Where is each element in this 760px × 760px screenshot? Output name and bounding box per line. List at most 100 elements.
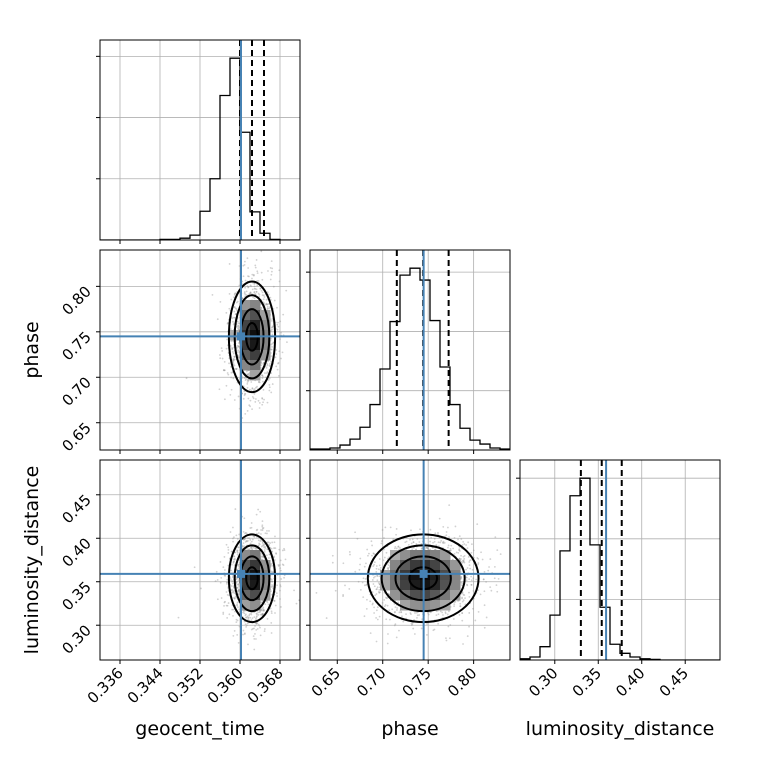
sample-point bbox=[238, 584, 240, 587]
sample-point bbox=[462, 559, 465, 562]
sample-point bbox=[251, 387, 254, 390]
sample-point bbox=[232, 540, 234, 543]
sample-point bbox=[475, 578, 478, 581]
sample-point bbox=[254, 398, 257, 400]
sample-point bbox=[232, 359, 234, 362]
sample-point bbox=[236, 601, 239, 604]
sample-point bbox=[258, 624, 261, 627]
sample-point bbox=[256, 615, 258, 617]
sample-point bbox=[270, 348, 273, 351]
sample-point bbox=[466, 584, 469, 587]
sample-point bbox=[274, 604, 277, 607]
sample-point bbox=[461, 619, 464, 622]
sample-point bbox=[268, 364, 271, 367]
sample-point bbox=[244, 623, 247, 626]
sample-point bbox=[234, 316, 236, 319]
sample-point bbox=[257, 381, 260, 384]
sample-point bbox=[252, 273, 255, 276]
sample-point bbox=[225, 311, 228, 314]
sample-point bbox=[364, 578, 367, 580]
sample-point bbox=[365, 562, 367, 565]
sample-point bbox=[380, 542, 383, 545]
sample-point bbox=[232, 526, 234, 529]
sample-point bbox=[233, 355, 236, 358]
sample-point bbox=[263, 543, 266, 546]
sample-point bbox=[253, 547, 255, 549]
sample-point bbox=[261, 609, 263, 612]
sample-point bbox=[444, 612, 447, 615]
sample-point bbox=[270, 360, 273, 363]
sample-point bbox=[261, 540, 264, 543]
sample-point bbox=[610, 557, 612, 559]
sample-point bbox=[244, 614, 247, 617]
sample-point bbox=[275, 365, 278, 368]
sample-point bbox=[244, 413, 247, 415]
sample-point bbox=[375, 640, 378, 643]
sample-point bbox=[441, 611, 444, 614]
sample-point bbox=[237, 588, 240, 591]
sample-point bbox=[255, 386, 257, 389]
sample-point bbox=[409, 612, 412, 614]
contour-level-2 bbox=[233, 544, 271, 613]
sample-point bbox=[233, 558, 235, 561]
sample-point bbox=[238, 608, 241, 611]
sample-point bbox=[236, 586, 239, 589]
sample-point bbox=[415, 542, 418, 545]
sample-point bbox=[236, 549, 239, 552]
sample-point bbox=[271, 333, 274, 336]
sample-point bbox=[445, 534, 448, 537]
sample-point bbox=[442, 525, 445, 528]
sample-point bbox=[411, 538, 414, 541]
density-cell bbox=[250, 360, 261, 371]
sample-point bbox=[262, 401, 264, 404]
sample-point bbox=[465, 579, 468, 582]
sample-point bbox=[237, 583, 240, 586]
sample-point bbox=[243, 612, 246, 615]
sample-point bbox=[387, 633, 389, 635]
density-cell bbox=[260, 560, 271, 571]
sample-point bbox=[253, 282, 256, 285]
sample-point bbox=[459, 550, 461, 552]
sample-point bbox=[466, 547, 469, 550]
sample-point bbox=[483, 604, 486, 607]
sample-point bbox=[259, 540, 262, 543]
sample-point bbox=[232, 560, 235, 563]
sample-point bbox=[432, 629, 435, 632]
sample-point bbox=[483, 570, 486, 573]
sample-point bbox=[225, 604, 228, 607]
sample-point bbox=[385, 596, 387, 599]
sample-point bbox=[386, 604, 389, 607]
sample-point bbox=[267, 378, 270, 381]
sample-point bbox=[233, 596, 235, 599]
sample-point bbox=[274, 547, 277, 549]
sample-point bbox=[453, 605, 456, 608]
sample-point bbox=[232, 316, 235, 319]
sample-point bbox=[387, 568, 390, 571]
sample-point bbox=[233, 359, 235, 362]
density-cell bbox=[430, 600, 441, 611]
density-cell bbox=[260, 580, 271, 591]
sample-point bbox=[238, 345, 240, 348]
sample-point bbox=[413, 633, 416, 635]
sample-point bbox=[245, 540, 248, 542]
sample-point bbox=[232, 361, 235, 364]
sample-point bbox=[461, 544, 464, 546]
sample-point bbox=[249, 546, 252, 549]
sample-point bbox=[221, 350, 224, 352]
sample-point bbox=[237, 589, 240, 591]
sample-point bbox=[462, 540, 465, 543]
sample-point bbox=[263, 398, 265, 401]
sample-point bbox=[420, 543, 423, 545]
sample-point bbox=[238, 533, 241, 536]
sample-point bbox=[243, 263, 246, 266]
sample-point bbox=[231, 346, 233, 349]
sample-point bbox=[247, 267, 250, 269]
sample-point bbox=[260, 533, 262, 535]
sample-point bbox=[223, 569, 226, 571]
sample-point bbox=[485, 616, 488, 619]
sample-point bbox=[255, 616, 258, 619]
sample-point bbox=[260, 608, 263, 611]
sample-point bbox=[295, 600, 297, 602]
sample-point bbox=[258, 295, 261, 298]
sample-point bbox=[237, 322, 240, 325]
